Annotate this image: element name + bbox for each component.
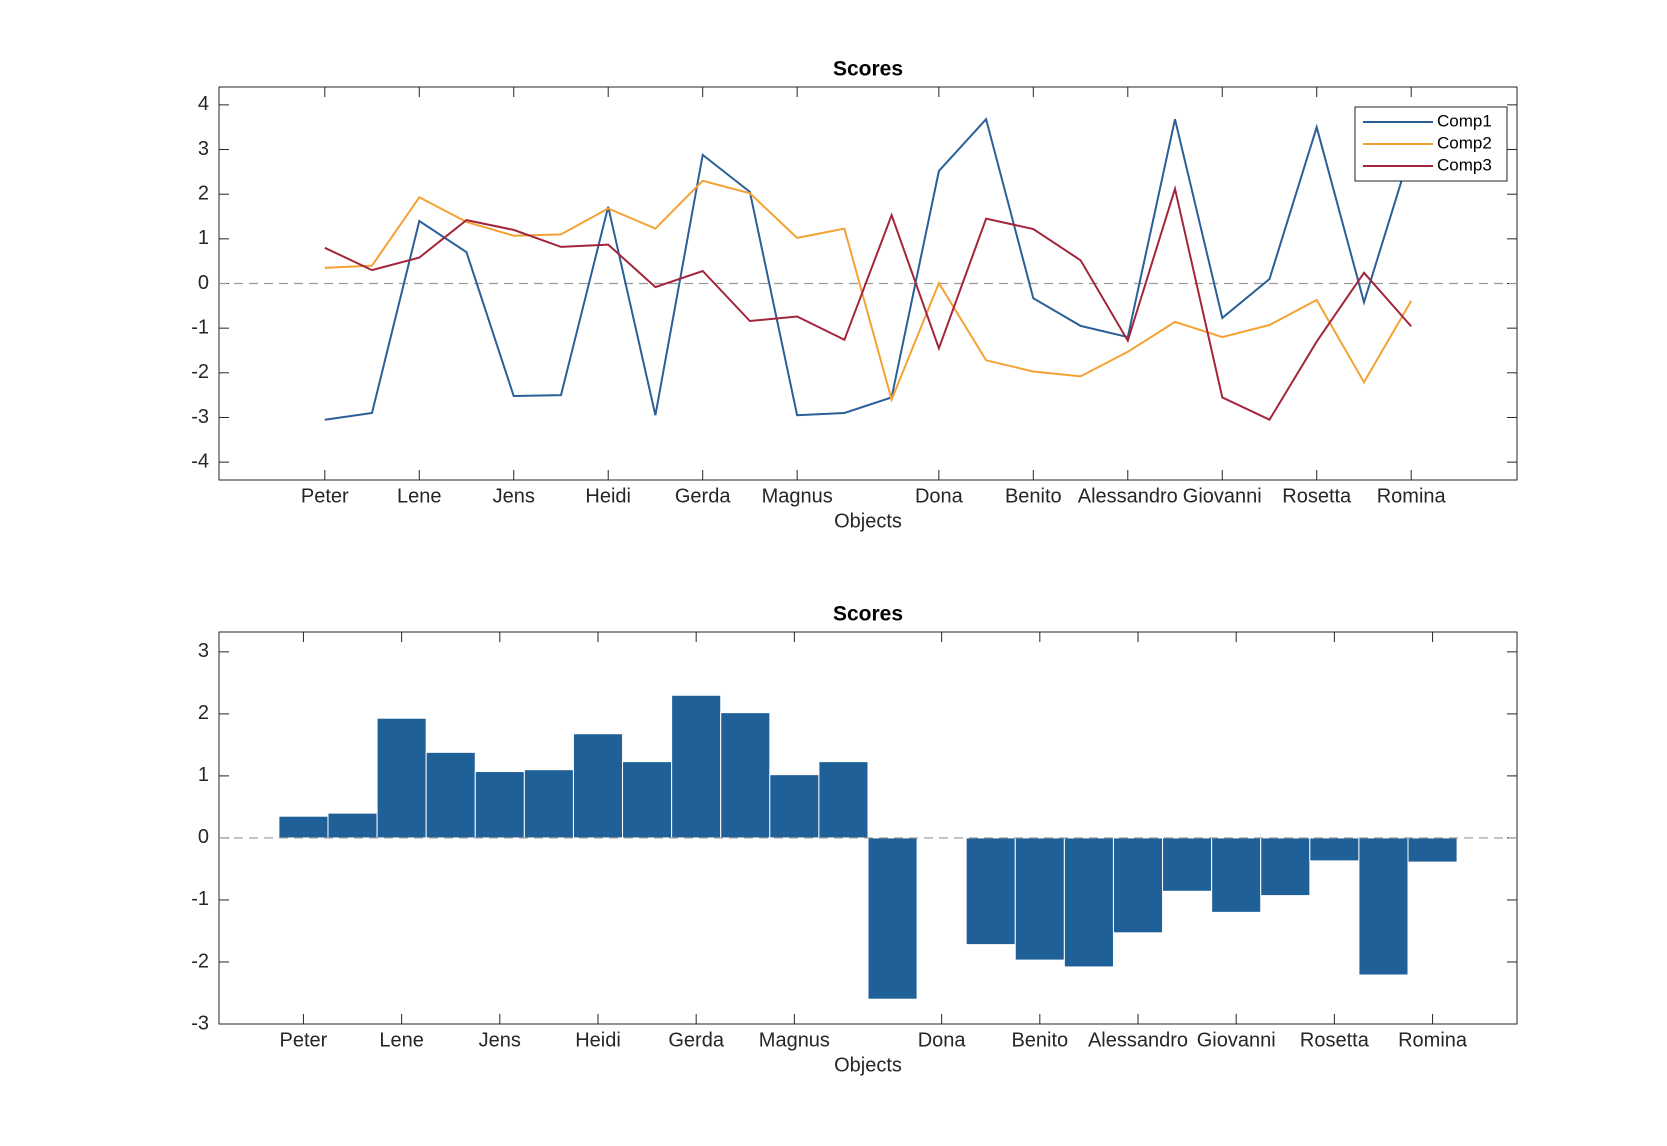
y-tick-label: 0 [198,272,209,294]
x-axis-label: Objects [834,1054,902,1076]
y-tick-label: -4 [191,450,209,472]
x-tick-label: Giovanni [1197,1029,1276,1051]
y-tick-label: 2 [198,182,209,204]
x-tick-label: Heidi [585,485,631,507]
x-tick-label: Romina [1377,485,1447,507]
bar [671,694,722,839]
legend: Comp1 Comp2 Comp3 [1354,106,1508,182]
x-tick-label: Gerda [668,1029,724,1051]
x-tick-label: Rosetta [1300,1029,1370,1051]
legend-label: Comp2 [1437,133,1492,152]
y-tick-label: -2 [191,950,209,972]
series-line [324,184,1412,421]
bar [278,815,329,839]
bar [523,769,574,839]
x-tick-label: Magnus [759,1029,830,1051]
bar [965,837,1016,946]
x-tick-label: Benito [1011,1029,1068,1051]
y-tick-label: -2 [191,361,209,383]
bar [1211,837,1262,913]
bar [474,771,525,839]
bar [572,733,624,839]
x-tick-label: Lene [397,485,442,507]
x-tick-label: Rosetta [1282,485,1352,507]
x-tick-label: Lene [379,1029,424,1051]
y-tick-label: 1 [198,227,209,249]
y-tick-label: 0 [198,826,209,848]
chart-title: Scores [833,58,903,81]
chart-title: Scores [833,603,903,626]
x-tick-label: Alessandro [1088,1029,1188,1051]
y-tick-label: 3 [198,640,209,662]
series-line [324,117,1413,421]
x-tick-label: Peter [301,485,349,507]
y-tick-label: -1 [191,888,209,910]
y-tick-label: -3 [191,1012,209,1034]
chart: Scores Objects -4 -3 -2 -1 0 1 2 3 4 Peter Lene Jens H… [191,58,1518,532]
x-tick-label: Heidi [575,1029,621,1051]
x-tick-label: Peter [280,1029,328,1051]
x-tick-label: Dona [918,1029,967,1051]
y-tick-label: 1 [198,764,209,786]
y-tick-label: 2 [198,702,209,724]
y-tick-label: 4 [198,93,209,115]
bar [327,812,378,839]
y-tick-label: 3 [198,138,209,160]
bar [1260,837,1311,897]
bar [720,712,771,839]
x-tick-label: Dona [915,485,964,507]
bar [1407,837,1458,863]
x-tick-label: Giovanni [1183,485,1262,507]
x-tick-label: Gerda [675,485,731,507]
bar [1309,837,1360,862]
bar [867,837,918,1000]
x-tick-label: Romina [1398,1029,1468,1051]
x-tick-label: Jens [493,485,535,507]
bar [376,717,427,839]
x-axis-label: Objects [834,510,902,532]
bar [1014,837,1065,961]
bar [769,774,820,839]
bar [622,761,673,839]
bar [425,751,476,839]
x-tick-label: Alessandro [1078,485,1178,507]
legend-label: Comp1 [1437,111,1492,130]
bar [1162,837,1213,892]
legend-label: Comp3 [1437,155,1492,174]
x-tick-label: Benito [1005,485,1062,507]
x-tick-label: Magnus [762,485,833,507]
x-tick-label: Jens [479,1029,521,1051]
bar [1112,837,1164,934]
y-tick-label: -3 [191,406,209,428]
chart: Scores Objects -3 -2 -1 0 1 2 3 Peter Lene Jens Heid… [191,603,1518,1076]
y-tick-label: -1 [191,316,209,338]
bar [1063,837,1114,968]
bar [818,761,869,839]
series-line [324,179,1413,403]
bar [1358,837,1409,976]
